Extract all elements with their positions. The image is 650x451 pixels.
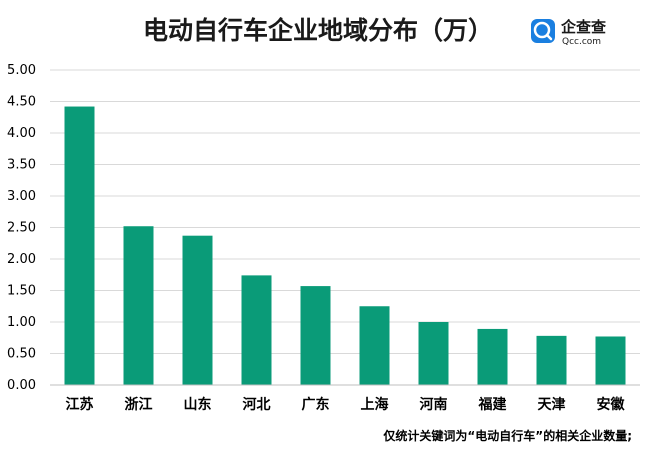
y-tick-label: 1.00 [7, 315, 36, 330]
logo-name-en: Qcc.com [562, 37, 601, 47]
bars [64, 106, 626, 385]
qcc-logo-icon [531, 19, 555, 43]
y-axis: 0.00 0.50 1.00 1.50 2.00 2.50 3.00 3.50 4.00 4.50… [7, 63, 36, 393]
x-tick-label: 天津 [538, 396, 566, 413]
bar [359, 306, 390, 385]
y-tick-label: 4.50 [7, 95, 36, 110]
bar [595, 336, 626, 385]
x-tick-label: 河北 [243, 396, 271, 413]
x-tick-label: 浙江 [125, 396, 153, 413]
x-tick-label: 河南 [420, 396, 448, 413]
y-tick-label: 2.00 [7, 252, 36, 267]
y-tick-label: 1.50 [7, 284, 36, 299]
chart-title: 电动自行车企业地域分布（万） [143, 16, 493, 45]
x-tick-label: 广东 [302, 396, 330, 413]
x-tick-label: 安徽 [597, 396, 626, 413]
x-tick-label: 上海 [361, 396, 389, 413]
y-tick-label: 0.00 [7, 378, 36, 393]
bar [64, 106, 95, 385]
y-tick-label: 0.50 [7, 347, 36, 362]
bar [123, 226, 154, 385]
y-tick-label: 2.50 [7, 221, 36, 236]
x-tick-label: 福建 [478, 396, 507, 413]
bar [536, 335, 567, 385]
brand-logo: 企查查 Qcc.com [531, 18, 607, 47]
x-axis: 江苏 浙江 山东 河北 广东 上海 河南 福建 天津 安徽 [50, 384, 640, 413]
footnote: 仅统计关键词为“电动自行车”的相关企业数量; [382, 428, 632, 443]
y-tick-label: 5.00 [7, 63, 36, 78]
y-tick-label: 3.50 [7, 158, 36, 173]
logo-name-cn: 企查查 [560, 18, 607, 36]
bar [241, 275, 272, 385]
bar [477, 328, 508, 385]
x-tick-label: 山东 [184, 396, 212, 413]
y-tick-label: 3.00 [7, 189, 36, 204]
y-tick-label: 4.00 [7, 126, 36, 141]
bar [418, 322, 449, 385]
bar [182, 235, 213, 385]
x-tick-label: 江苏 [66, 396, 94, 413]
bar [300, 286, 331, 385]
